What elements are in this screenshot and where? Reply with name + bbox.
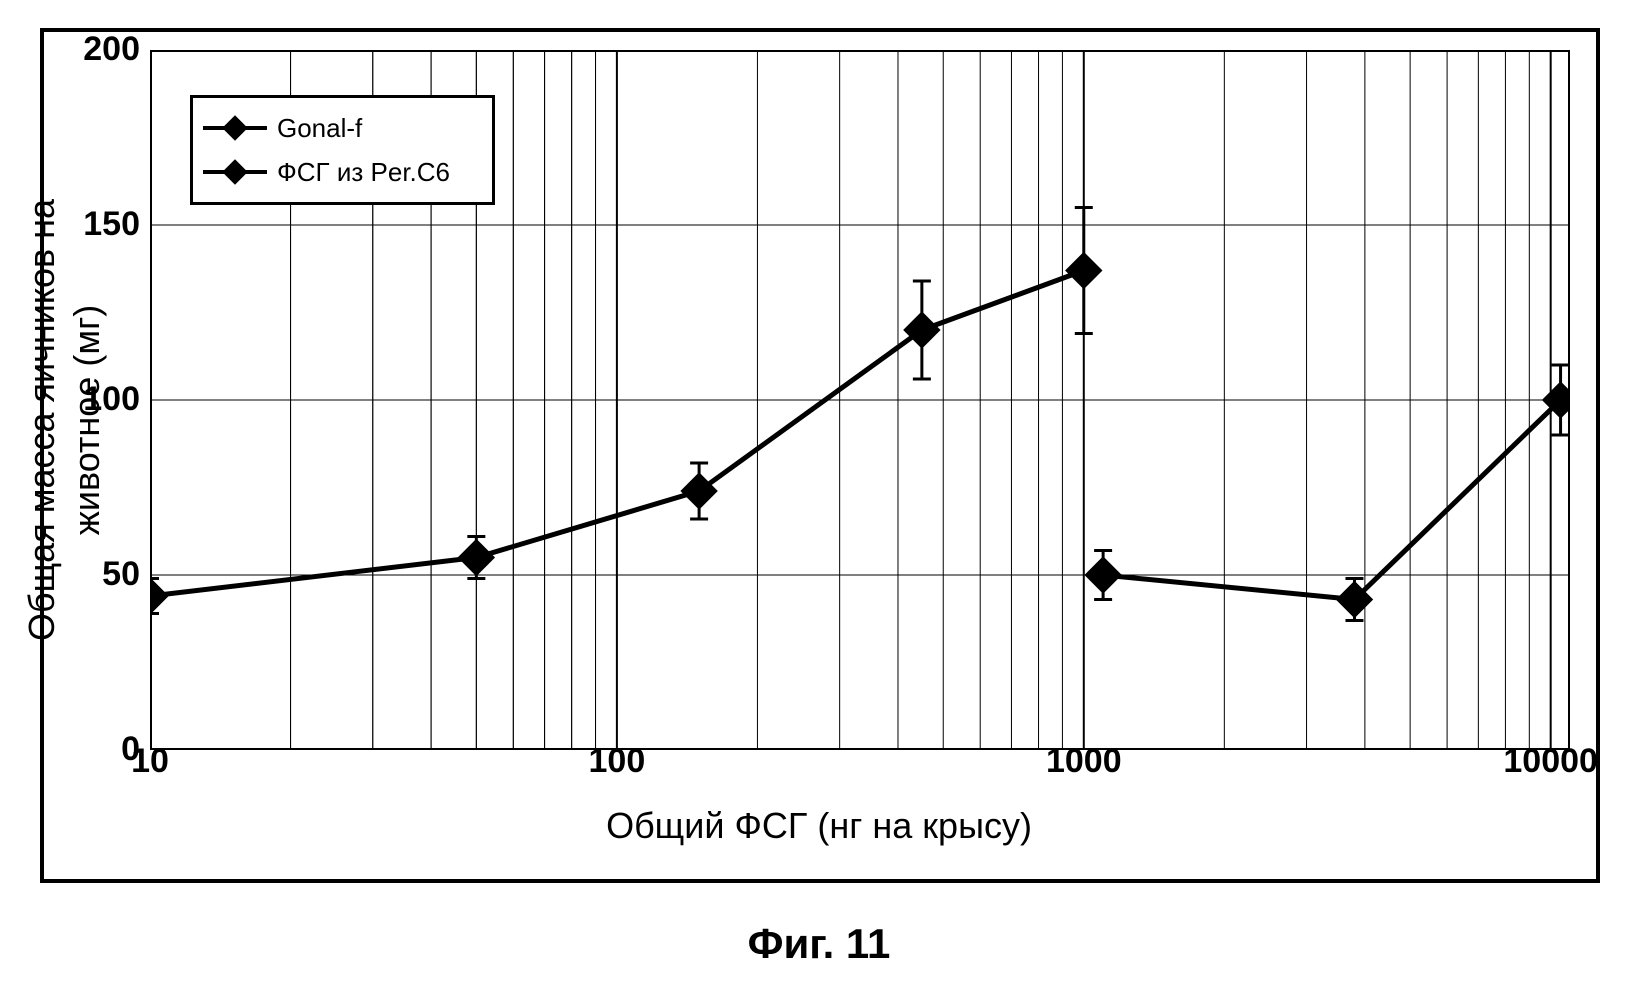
diamond-marker-icon — [203, 114, 267, 142]
y-tick: 0 — [70, 730, 140, 769]
x-axis-label: Общий ФСГ (нг на крысу) — [0, 805, 1638, 847]
y-tick: 200 — [70, 30, 140, 69]
y-tick: 150 — [70, 205, 140, 244]
legend-item: ФСГ из Per.C6 — [203, 150, 482, 194]
figure-page: Общая масса яичников на животное (мг) Об… — [0, 0, 1638, 1004]
diamond-marker-icon — [203, 158, 267, 186]
legend-item: Gonal-f — [203, 106, 482, 150]
y-tick: 100 — [70, 380, 140, 419]
y-tick: 50 — [70, 555, 140, 594]
figure-caption: Фиг. 11 — [0, 920, 1638, 968]
legend-label: Gonal-f — [277, 113, 362, 144]
legend: Gonal-f ФСГ из Per.C6 — [190, 95, 495, 205]
legend-label: ФСГ из Per.C6 — [277, 157, 450, 188]
